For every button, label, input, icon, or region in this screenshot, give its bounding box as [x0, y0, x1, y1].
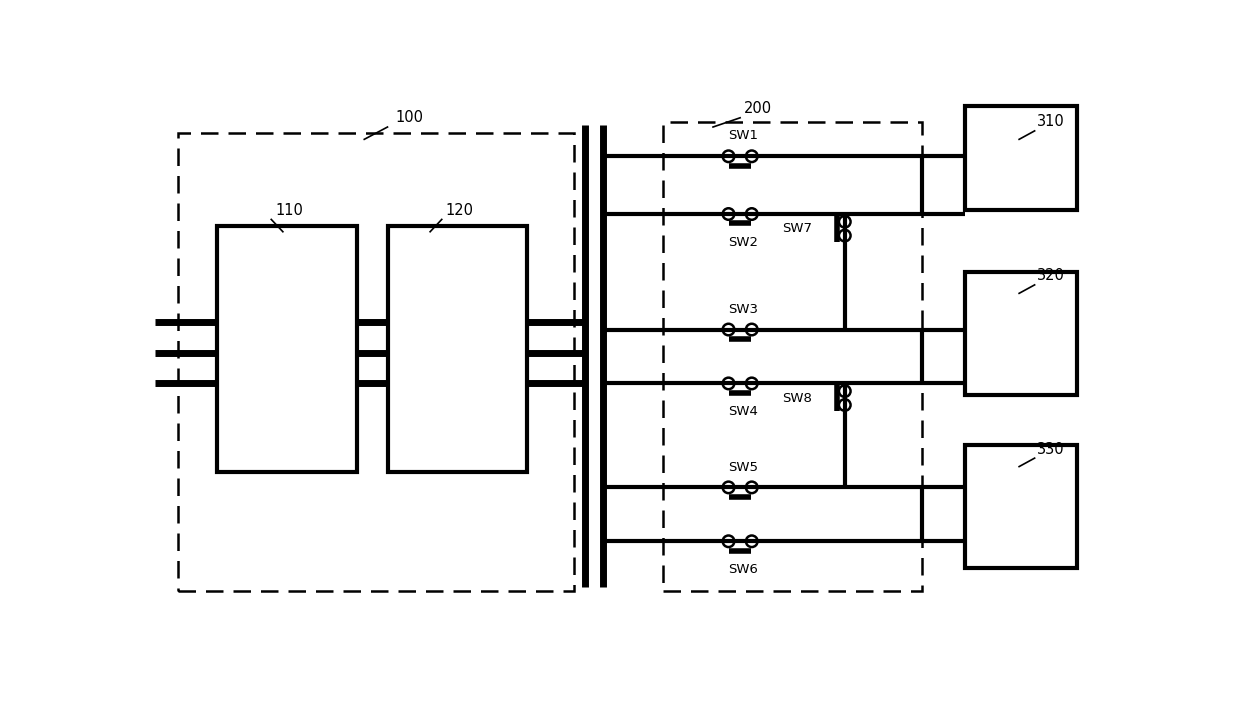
- Text: SW4: SW4: [729, 405, 759, 418]
- Bar: [217, 226, 357, 472]
- Text: 120: 120: [445, 203, 474, 218]
- Text: SW1: SW1: [729, 130, 759, 142]
- Text: 330: 330: [1037, 441, 1065, 456]
- Text: SW2: SW2: [729, 236, 759, 248]
- Text: 110: 110: [275, 203, 303, 218]
- Text: SW8: SW8: [782, 392, 812, 404]
- Bar: [387, 226, 527, 472]
- Text: SW5: SW5: [729, 461, 759, 473]
- Bar: [965, 106, 1078, 210]
- Text: SW6: SW6: [729, 563, 759, 576]
- Text: 100: 100: [396, 110, 423, 125]
- Text: 200: 200: [744, 101, 773, 116]
- Text: 310: 310: [1037, 115, 1065, 130]
- Bar: [965, 272, 1078, 395]
- Text: SW3: SW3: [729, 303, 759, 315]
- Text: SW7: SW7: [782, 222, 812, 235]
- Bar: [662, 122, 923, 592]
- Bar: [179, 133, 573, 592]
- Text: 320: 320: [1037, 268, 1065, 283]
- Bar: [965, 445, 1078, 568]
